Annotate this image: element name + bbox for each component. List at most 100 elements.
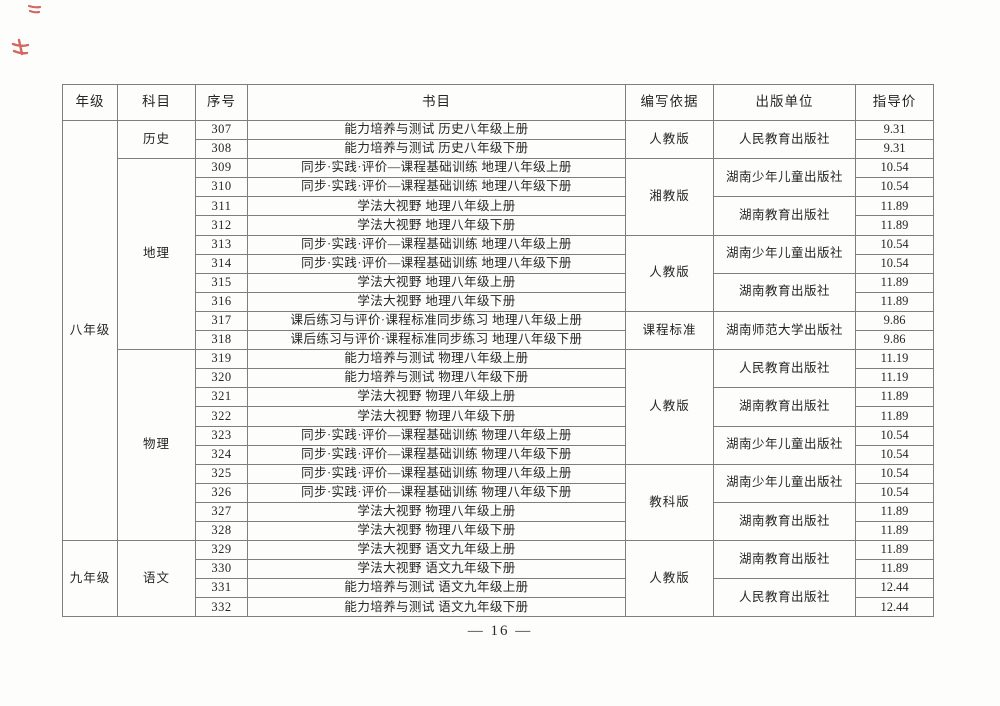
guide-price-cell: 9.86 xyxy=(855,310,934,332)
book-title-cell: 课后练习与评价·课程标准同步练习 地理八年级下册 xyxy=(247,330,626,351)
guide-price-cell: 9.31 xyxy=(855,119,934,141)
serial-number-cell: 328 xyxy=(195,520,248,542)
serial-number-cell: 318 xyxy=(195,330,248,351)
serial-number-cell: 311 xyxy=(195,196,248,217)
book-title-cell: 同步·实践·评价—课程基础训练 地理八年级上册 xyxy=(247,158,626,179)
guide-price-cell: 10.54 xyxy=(855,158,934,179)
serial-number-cell: 319 xyxy=(195,349,248,370)
guide-price-cell: 10.54 xyxy=(855,425,934,446)
book-title-cell: 同步·实践·评价—课程基础训练 地理八年级下册 xyxy=(247,253,626,274)
table-body: 八年级 历史 307 能力培养与测试 历史八年级上册 人教版 人民教育出版社 9.31 308… xyxy=(62,119,934,618)
guide-price-cell: 9.86 xyxy=(855,330,934,351)
header-row: 年级 科目 序号 书目 编写依据 出版单位 指导价 xyxy=(62,84,934,121)
serial-number-cell: 326 xyxy=(195,482,248,503)
guide-price-cell: 10.54 xyxy=(855,444,934,465)
subject-cell: 物理 xyxy=(117,349,196,542)
guide-price-cell: 11.89 xyxy=(855,406,934,427)
serial-number-cell: 315 xyxy=(195,272,248,293)
book-title-cell: 学法大视野 物理八年级下册 xyxy=(247,520,626,542)
column-header: 序号 xyxy=(195,84,248,121)
guide-price-cell: 11.89 xyxy=(855,559,934,580)
publisher-cell: 人民教育出版社 xyxy=(713,578,856,618)
table-row: 325 同步·实践·评价—课程基础训练 物理八年级上册 教科版 湖南少年儿童出版社 10… xyxy=(63,463,934,542)
serial-number-cell: 331 xyxy=(195,578,248,599)
red-ink-marks xyxy=(11,4,42,56)
basis-cell: 人教版 xyxy=(625,234,714,312)
guide-price-cell: 11.89 xyxy=(855,501,934,522)
guide-price-cell: 11.19 xyxy=(855,349,934,370)
table-row: 328 学法大视野 物理八年级下册 11.89 xyxy=(63,520,934,542)
guide-price-cell: 10.54 xyxy=(855,177,934,198)
book-title-cell: 学法大视野 物理八年级上册 xyxy=(247,387,626,408)
table-row: 326 同步·实践·评价—课程基础训练 物理八年级下册 10.54 xyxy=(63,482,934,503)
publisher-cell: 湖南教育出版社 xyxy=(713,501,856,542)
publisher-cell: 湖南少年儿童出版社 xyxy=(713,158,856,198)
book-title-cell: 学法大视野 地理八年级下册 xyxy=(247,215,626,236)
serial-number-cell: 309 xyxy=(195,158,248,179)
book-title-cell: 学法大视野 地理八年级上册 xyxy=(247,196,626,217)
basis-cell: 人教版 xyxy=(625,119,714,160)
book-title-cell: 能力培养与测试 历史八年级上册 xyxy=(247,119,626,141)
book-title-cell: 同步·实践·评价—课程基础训练 物理八年级下册 xyxy=(247,482,626,503)
publisher-cell: 湖南教育出版社 xyxy=(713,540,856,580)
publisher-cell: 湖南教育出版社 xyxy=(713,387,856,427)
publisher-cell: 湖南教育出版社 xyxy=(713,196,856,236)
book-title-cell: 学法大视野 语文九年级上册 xyxy=(247,540,626,561)
guide-price-cell: 11.89 xyxy=(855,291,934,312)
book-title-cell: 学法大视野 物理八年级上册 xyxy=(247,501,626,522)
table-row: 308 能力培养与测试 历史八年级下册 9.31 xyxy=(63,139,934,160)
red-ink-mark-bottom xyxy=(11,38,30,56)
serial-number-cell: 327 xyxy=(195,501,248,522)
serial-number-cell: 324 xyxy=(195,444,248,465)
serial-number-cell: 323 xyxy=(195,425,248,446)
table-row: 320 能力培养与测试 物理八年级下册 11.19 xyxy=(63,368,934,389)
serial-number-cell: 325 xyxy=(195,463,248,484)
basis-cell: 湘教版 xyxy=(625,158,714,236)
table-row: 321 学法大视野 物理八年级上册 湖南教育出版社 11.89 xyxy=(63,387,934,427)
table-row: 317 课后练习与评价·课程标准同步练习 地理八年级上册 课程标准 湖南师范大学出版社… xyxy=(63,310,934,351)
serial-number-cell: 330 xyxy=(195,559,248,580)
guide-price-cell: 10.54 xyxy=(855,463,934,484)
serial-number-cell: 308 xyxy=(195,139,248,160)
serial-number-cell: 329 xyxy=(195,540,248,561)
basis-cell: 课程标准 xyxy=(625,310,714,351)
publisher-cell: 湖南少年儿童出版社 xyxy=(713,463,856,503)
book-title-cell: 学法大视野 语文九年级下册 xyxy=(247,559,626,580)
book-title-cell: 课后练习与评价·课程标准同步练习 地理八年级上册 xyxy=(247,310,626,332)
column-header: 科目 xyxy=(117,84,196,121)
table-row: 物理 319 能力培养与测试 物理八年级上册 人教版 人民教育出版社 11.19 xyxy=(63,349,934,542)
page-number: — 16 — xyxy=(467,623,533,639)
book-title-cell: 能力培养与测试 物理八年级上册 xyxy=(247,349,626,370)
guide-price-cell: 10.54 xyxy=(855,482,934,503)
publisher-cell: 湖南师范大学出版社 xyxy=(713,310,856,351)
book-title-cell: 同步·实践·评价—课程基础训练 物理八年级上册 xyxy=(247,463,626,484)
basis-cell: 人教版 xyxy=(625,540,714,618)
book-title-cell: 学法大视野 物理八年级下册 xyxy=(247,406,626,427)
basis-cell: 人教版 xyxy=(625,349,714,465)
table-row: 316 学法大视野 地理八年级下册 11.89 xyxy=(63,291,934,312)
column-header: 指导价 xyxy=(855,84,934,121)
book-title-cell: 同步·实践·评价—课程基础训练 地理八年级上册 xyxy=(247,234,626,255)
guide-price-cell: 10.54 xyxy=(855,253,934,274)
book-title-cell: 学法大视野 地理八年级下册 xyxy=(247,291,626,312)
book-price-table: 年级 科目 序号 书目 编写依据 出版单位 指导价 八年级 历史 307 能力培养与测试 历史八年… xyxy=(62,84,934,618)
serial-number-cell: 320 xyxy=(195,368,248,389)
guide-price-cell: 11.89 xyxy=(855,387,934,408)
book-title-cell: 同步·实践·评价—课程基础训练 物理八年级下册 xyxy=(247,444,626,465)
serial-number-cell: 317 xyxy=(195,310,248,332)
serial-number-cell: 321 xyxy=(195,387,248,408)
publisher-cell: 湖南少年儿童出版社 xyxy=(713,425,856,465)
table-row: 315 学法大视野 地理八年级上册 湖南教育出版社 11.89 xyxy=(63,272,934,312)
guide-price-cell: 11.89 xyxy=(855,272,934,293)
publisher-cell: 人民教育出版社 xyxy=(713,119,856,160)
book-title-cell: 能力培养与测试 语文九年级上册 xyxy=(247,578,626,599)
grade-cell: 八年级 xyxy=(62,119,118,542)
publisher-cell: 湖南教育出版社 xyxy=(713,272,856,312)
book-title-cell: 能力培养与测试 物理八年级下册 xyxy=(247,368,626,389)
grade-cell: 九年级 xyxy=(62,540,118,618)
serial-number-cell: 310 xyxy=(195,177,248,198)
table-row: 327 学法大视野 物理八年级上册 湖南教育出版社 11.89 xyxy=(63,501,934,542)
guide-price-cell: 11.19 xyxy=(855,368,934,389)
guide-price-cell: 11.89 xyxy=(855,196,934,217)
